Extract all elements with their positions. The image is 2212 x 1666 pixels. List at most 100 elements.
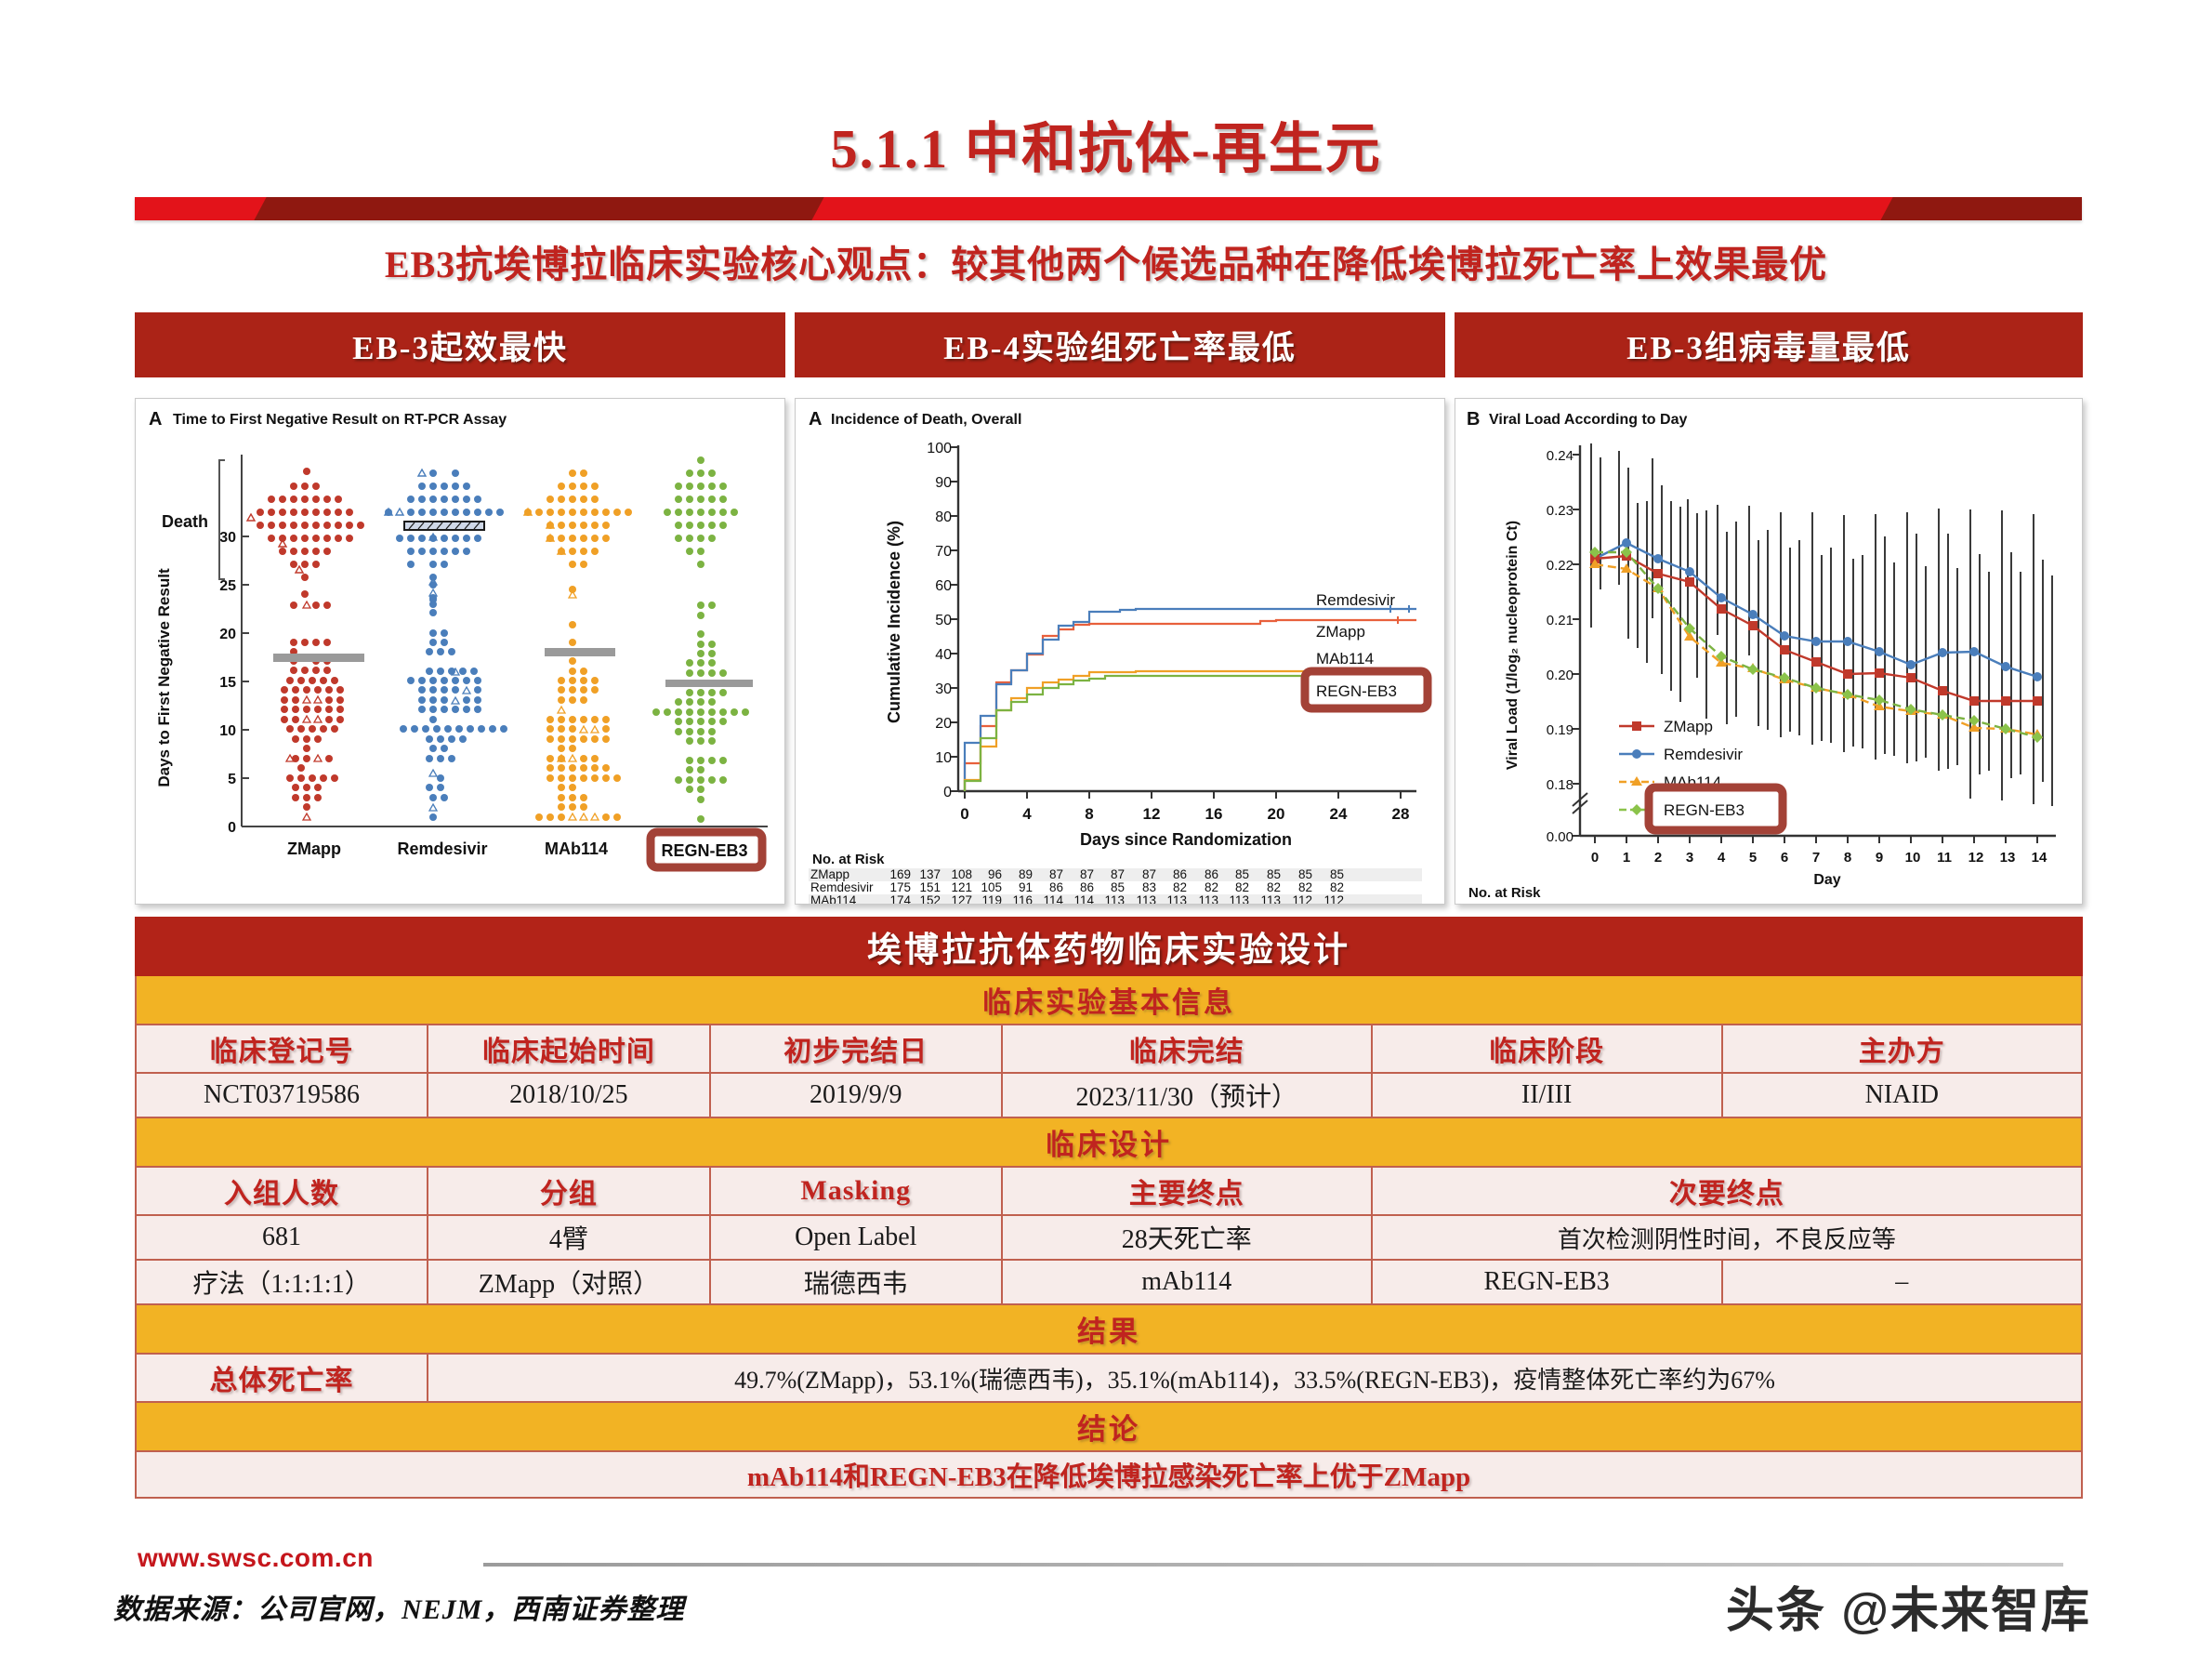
svg-text:4: 4 xyxy=(1022,805,1032,823)
td-arm-regn: REGN-EB3 xyxy=(1370,1259,1723,1305)
c-legend-zmapp: ZMapp xyxy=(1664,718,1713,735)
td-masking: Open Label xyxy=(708,1214,1003,1261)
panel-a-caption: Time to First Negative Result on RT-PCR … xyxy=(173,412,507,428)
section-clinical-design: 临床设计 xyxy=(135,1117,2083,1168)
column-header-1: EB-3起效最快 xyxy=(135,312,785,377)
svg-text:11: 11 xyxy=(1937,850,1952,866)
svg-text:0: 0 xyxy=(943,785,952,800)
th-start-date: 临床起始时间 xyxy=(427,1024,711,1074)
svg-text:87: 87 xyxy=(1080,867,1094,881)
panel-c-ylabel: Viral Load (1/log₂ nucleoprotein Ct) xyxy=(1505,521,1521,770)
panel-c-xlabel: Day xyxy=(1813,872,1840,888)
median-bar-mab114 xyxy=(545,648,615,656)
c-legend-regn: REGN-EB3 xyxy=(1664,801,1745,819)
svg-text:20: 20 xyxy=(1268,805,1285,823)
svg-text:112: 112 xyxy=(1292,893,1312,905)
svg-text:0.22: 0.22 xyxy=(1547,558,1573,574)
svg-text:0: 0 xyxy=(1591,850,1599,866)
b-series-labels: Remdesivir ZMapp MAb114 xyxy=(1316,591,1395,668)
b-x-ticks: 0 4 8 12 16 20 24 28 xyxy=(960,791,1409,823)
death-bracket xyxy=(218,459,225,580)
triangles-zmapp-death xyxy=(245,512,305,574)
svg-text:127: 127 xyxy=(951,893,972,905)
svg-text:20: 20 xyxy=(219,627,236,642)
dots-mab114 xyxy=(524,469,632,593)
th-primary-completion: 初步完结日 xyxy=(708,1024,1003,1074)
table-row-section-design: 临床设计 xyxy=(135,1117,2083,1168)
section-basic-info: 临床实验基本信息 xyxy=(135,974,2083,1025)
th-secondary-endpoint: 次要终点 xyxy=(1370,1166,2084,1216)
svg-text:175: 175 xyxy=(889,880,911,894)
svg-text:4: 4 xyxy=(1718,850,1726,866)
svg-text:105: 105 xyxy=(981,880,1002,894)
th-masking: Masking xyxy=(708,1166,1003,1216)
y-tick-labels: 0 5 10 15 20 25 30 xyxy=(219,530,249,836)
panel-c-caption: Viral Load According to Day xyxy=(1489,412,1687,428)
b-risk-table: ZMapp Remdesivir MAb114 REGN-EB3 1691371… xyxy=(810,867,1344,905)
panel-b-letter: A xyxy=(809,409,822,430)
footer-url[interactable]: www.swsc.com.cn xyxy=(138,1543,374,1572)
c-risk-title: No. at Risk xyxy=(1468,885,1541,901)
td-overall-mortality: 49.7%(ZMapp)，53.1%(瑞德西韦)，35.1%(mAb114)，3… xyxy=(427,1353,2083,1403)
triangles-remdesivir xyxy=(383,468,428,516)
median-hatch xyxy=(408,522,481,530)
svg-text:14: 14 xyxy=(2032,850,2047,866)
dots-remdesivir xyxy=(385,469,504,602)
svg-text:30: 30 xyxy=(935,681,952,697)
svg-text:114: 114 xyxy=(1073,893,1094,905)
svg-text:1: 1 xyxy=(1623,850,1630,866)
highlight-box-fill-b xyxy=(1305,671,1428,708)
section-conclusion: 结论 xyxy=(135,1401,2083,1452)
panel-b-caption: Incidence of Death, Overall xyxy=(831,412,1021,428)
svg-text:152: 152 xyxy=(919,893,941,905)
section-result: 结果 xyxy=(135,1303,2083,1355)
table-row-design-headers: 入组人数 分组 Masking 主要终点 次要终点 xyxy=(134,1166,2084,1216)
svg-text:10: 10 xyxy=(935,750,952,766)
svg-text:86: 86 xyxy=(1205,867,1218,881)
panel-c-letter: B xyxy=(1467,409,1480,430)
svg-text:169: 169 xyxy=(889,867,911,881)
th-arms: 分组 xyxy=(427,1166,711,1216)
group-label-remdesivir: Remdesivir xyxy=(397,840,487,858)
svg-text:87: 87 xyxy=(1111,867,1125,881)
svg-text:5: 5 xyxy=(228,772,236,787)
censor-ticks-remdesivir xyxy=(1389,605,1410,613)
svg-text:0.24: 0.24 xyxy=(1547,448,1573,464)
svg-text:20: 20 xyxy=(935,716,952,732)
table-row-design-values-2: 疗法（1:1:1:1） ZMapp（对照） 瑞德西韦 mAb114 REGN-E… xyxy=(134,1259,2084,1305)
column-header-3: EB-3组病毒量最低 xyxy=(1455,312,2083,377)
svg-text:7: 7 xyxy=(1812,850,1820,866)
table-row-design-values-1: 681 4臂 Open Label 28天死亡率 首次检测阴性时间，不良反应等 xyxy=(134,1214,2084,1261)
svg-text:82: 82 xyxy=(1267,880,1281,894)
c-x-ticks: 0 1 2 3 4 5 6 7 8 9 10 11 12 13 14 xyxy=(1591,836,2047,866)
highlight-box-regn-b xyxy=(1300,667,1432,713)
svg-text:89: 89 xyxy=(1019,867,1033,881)
svg-text:82: 82 xyxy=(1173,880,1187,894)
svg-text:86: 86 xyxy=(1049,880,1063,894)
td-arm-dash: – xyxy=(1720,1259,2084,1305)
td-registration-no: NCT03719586 xyxy=(134,1072,429,1118)
group-label-zmapp: ZMapp xyxy=(287,840,341,858)
c-markers-remdesivir xyxy=(1590,538,2042,681)
death-label: Death xyxy=(162,512,208,531)
th-completion: 临床完结 xyxy=(1000,1024,1373,1074)
svg-text:0.23: 0.23 xyxy=(1547,503,1573,519)
svg-text:30: 30 xyxy=(219,530,236,546)
core-point-text: EB3抗埃博拉临床实验核心观点：较其他两个候选品种在降低埃博拉死亡率上效果最优 xyxy=(384,244,1828,285)
incidence-svg: A Incidence of Death, Overall 0 10 20 30… xyxy=(809,409,1432,905)
svg-text:83: 83 xyxy=(1142,880,1156,894)
c-y-ticks: 0.00 0.18 0.19 0.20 0.21 0.22 0.23 0.24 xyxy=(1547,448,1580,845)
highlight-box-regn-c xyxy=(1644,783,1787,835)
label-regn-b: REGN-EB3 xyxy=(1316,682,1397,700)
td-therapy-ratio: 疗法（1:1:1:1） xyxy=(134,1259,429,1305)
th-overall-mortality: 总体死亡率 xyxy=(134,1353,429,1403)
svg-text:6: 6 xyxy=(1781,850,1788,866)
svg-text:116: 116 xyxy=(1012,893,1033,905)
td-arm-remdesivir: 瑞德西韦 xyxy=(708,1259,1003,1305)
triangles-zmapp xyxy=(284,600,323,821)
table-title: 埃博拉抗体药物临床实验设计 xyxy=(135,917,2083,976)
svg-text:24: 24 xyxy=(1330,805,1348,823)
svg-text:70: 70 xyxy=(935,544,952,560)
page-title: 5.1.1 中和抗体-再生元 xyxy=(830,118,1382,179)
td-sponsor: NIAID xyxy=(1720,1072,2084,1118)
